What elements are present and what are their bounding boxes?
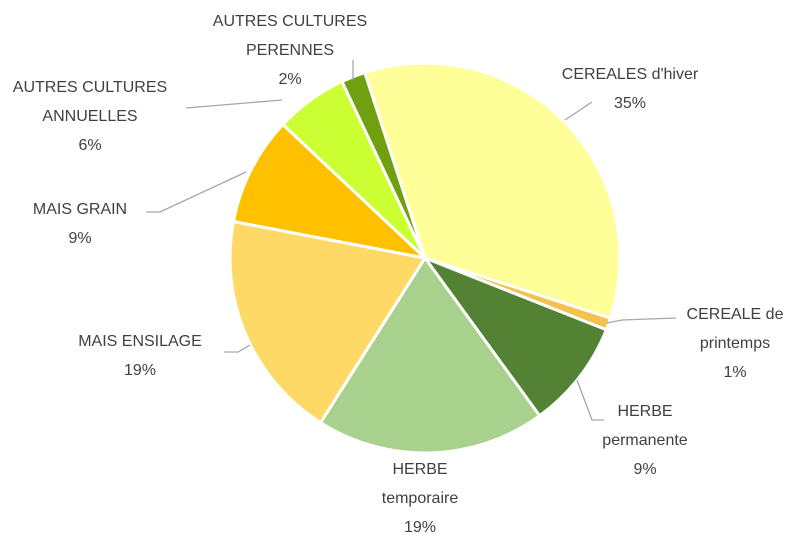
slice-label: HERBE permanente 9%	[590, 397, 700, 484]
leader-line	[576, 379, 604, 421]
pie-slice	[362, 61, 622, 321]
value-label: 9%	[68, 230, 92, 247]
slice-label: AUTRES CULTURES PERENNES 2%	[195, 7, 385, 94]
leader-line	[185, 99, 283, 109]
category-name: AUTRES CULTURES ANNUELLES	[12, 79, 168, 125]
pie-slice	[228, 219, 428, 425]
pie-slice	[318, 255, 542, 455]
slice-label: CEREALES d'hiver 35%	[530, 60, 730, 118]
category-name: MAIS GRAIN	[32, 201, 128, 218]
pie-slice	[231, 122, 430, 261]
slice-label: MAIS ENSILAGE 19%	[45, 327, 235, 385]
value-label: 9%	[633, 461, 657, 478]
value-label: 6%	[78, 137, 102, 154]
value-label: 2%	[278, 71, 302, 88]
slice-label: HERBE temporaire 19%	[365, 455, 475, 538]
category-name: MAIS ENSILAGE	[78, 333, 202, 350]
slice-label: MAIS GRAIN 9%	[5, 195, 155, 253]
leader-line	[146, 171, 247, 213]
category-name: HERBE permanente	[602, 403, 688, 449]
value-label: 19%	[123, 362, 157, 379]
category-name: CEREALE de printemps	[686, 306, 784, 352]
slice-label: CEREALE de printemps 1%	[675, 300, 793, 387]
leader-line	[564, 101, 593, 121]
category-name: AUTRES CULTURES PERENNES	[212, 13, 368, 59]
leader-line	[224, 344, 251, 353]
category-name: CEREALES d'hiver	[561, 66, 699, 83]
value-label: 35%	[613, 95, 647, 112]
value-label: 19%	[403, 519, 437, 536]
leader-line	[606, 317, 677, 324]
value-label: 1%	[723, 364, 747, 381]
slice-label: AUTRES CULTURES ANNUELLES 6%	[0, 73, 185, 160]
pie-slice	[420, 254, 609, 418]
category-name: HERBE temporaire	[381, 461, 459, 507]
